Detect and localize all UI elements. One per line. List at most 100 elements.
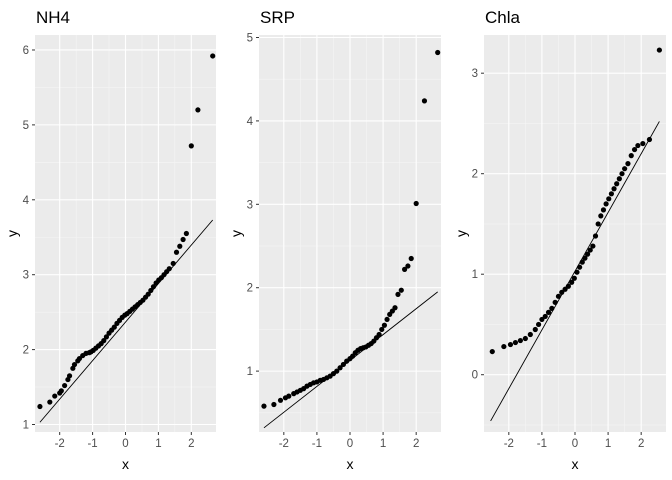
- chla-y-tick-label: 2: [472, 169, 478, 181]
- chla-data-point: [616, 176, 622, 182]
- srp-y-tick-label: 5: [247, 33, 253, 45]
- chla-data-point: [656, 47, 662, 53]
- nh4-data-point: [183, 230, 189, 237]
- chla-data-point: [517, 337, 524, 344]
- chla-data-point: [628, 153, 634, 159]
- nh4-data-point: [180, 236, 186, 243]
- nh4-y-tick-label: 6: [23, 45, 29, 57]
- nh4-panel: -2 -1 0 1 2 1 2 3 4 5 6 NH4 x y: [4, 8, 216, 472]
- srp-x-tick-label: 2: [413, 438, 419, 450]
- srp-data-point: [405, 263, 411, 269]
- srp-y-tick-label: 2: [247, 283, 253, 295]
- srp-data-point: [379, 326, 385, 333]
- srp-data-point: [334, 368, 340, 374]
- chla-data-point: [565, 283, 571, 289]
- chla-x-tick-label: 0: [572, 438, 578, 450]
- srp-x-tick-label: -2: [279, 438, 289, 450]
- srp-y-tick-label: 1: [247, 366, 253, 378]
- nh4-x-tick-label: -2: [55, 438, 65, 450]
- chla-data-point: [539, 316, 545, 323]
- chla-y-tick-label: 1: [472, 269, 478, 281]
- chla-data-point: [603, 201, 609, 207]
- chla-data-point: [640, 140, 646, 147]
- chla-data-point: [635, 142, 641, 149]
- nh4-data-point: [66, 373, 73, 379]
- chla-data-point: [584, 251, 591, 257]
- chla-data-point: [569, 279, 575, 285]
- nh4-data-point: [210, 53, 216, 59]
- srp-data-point: [402, 266, 408, 272]
- chla-data-point: [582, 255, 588, 261]
- chla-data-point: [562, 286, 568, 292]
- chla-y-tick-label: 3: [472, 68, 478, 80]
- chla-data-point: [507, 341, 514, 348]
- chla-data-point: [527, 331, 533, 338]
- nh4-data-point: [47, 399, 53, 405]
- nh4-data-point: [101, 338, 107, 344]
- nh4-data-point: [173, 249, 180, 255]
- chla-data-point: [559, 289, 565, 295]
- nh4-x-tick-label: 0: [122, 438, 128, 450]
- nh4-y-tick-label: 2: [23, 345, 29, 357]
- chla-data-point: [598, 213, 604, 219]
- srp-data-point: [337, 365, 343, 371]
- nh4-reference-line: [39, 219, 214, 423]
- nh4-y-tick-label: 5: [23, 120, 29, 132]
- nh4-data-point: [71, 361, 78, 368]
- chla-data-point: [619, 171, 625, 177]
- srp-y-axis-title: y: [228, 230, 244, 237]
- nh4-data-point: [195, 107, 201, 113]
- chla-panel-title: Chla: [485, 8, 521, 27]
- chla-panel: -2 -1 0 1 2 0 1 2 3 Chla x y: [453, 8, 666, 472]
- nh4-data-point: [148, 287, 154, 294]
- nh4-data-point: [177, 243, 183, 249]
- chla-data-point: [611, 186, 617, 192]
- chla-data-point: [512, 339, 519, 346]
- chla-x-tick-label: 1: [605, 438, 611, 450]
- chla-data-point: [532, 326, 538, 333]
- nh4-x-axis-title: x: [122, 456, 129, 472]
- srp-x-tick-label: -1: [312, 438, 322, 450]
- nh4-data-point: [76, 355, 83, 362]
- chla-data-point: [622, 166, 628, 172]
- srp-y-tick-label: 4: [247, 116, 254, 128]
- srp-data-point: [395, 291, 401, 297]
- srp-panel: -2 -1 0 1 2 1 2 3 4 5 SRP x y: [228, 8, 441, 472]
- nh4-data-point: [150, 284, 157, 290]
- chla-x-tick-label: -2: [504, 438, 514, 450]
- chla-data-point: [522, 335, 528, 342]
- nh4-y-axis-title: y: [4, 230, 20, 237]
- chla-data-point: [536, 321, 542, 328]
- srp-data-point: [381, 322, 388, 328]
- srp-data-point: [421, 98, 428, 104]
- nh4-data-point: [37, 403, 43, 410]
- nh4-data-point: [111, 324, 117, 330]
- chla-data-point: [606, 196, 612, 202]
- srp-x-axis-title: x: [347, 456, 354, 472]
- srp-data-point: [340, 361, 346, 368]
- nh4-data-point: [58, 388, 64, 394]
- srp-data-point: [261, 403, 267, 409]
- chla-data-point: [574, 269, 580, 275]
- chla-x-axis-title: x: [572, 456, 579, 472]
- srp-x-tick-label: 1: [380, 438, 386, 450]
- srp-data-point: [286, 393, 292, 399]
- nh4-y-tick-label: 4: [23, 195, 30, 207]
- srp-data-point: [271, 401, 277, 408]
- chla-y-tick-label: 0: [472, 370, 478, 382]
- chla-data-point: [587, 247, 593, 253]
- nh4-x-tick-label: 1: [155, 438, 161, 450]
- nh4-x-tick-label: -1: [87, 438, 97, 450]
- nh4-data-point: [62, 382, 68, 389]
- chla-data-point: [608, 191, 615, 197]
- srp-data-point: [277, 397, 284, 403]
- srp-data-point: [435, 49, 441, 56]
- nh4-x-tick-label: 2: [188, 438, 194, 450]
- nh4-y-tick-label: 3: [23, 270, 29, 282]
- chla-data-point: [631, 146, 638, 153]
- srp-x-tick-label: 0: [347, 438, 353, 450]
- chla-data-point: [579, 259, 585, 265]
- srp-data-point: [408, 255, 414, 262]
- srp-panel-title: SRP: [260, 8, 295, 27]
